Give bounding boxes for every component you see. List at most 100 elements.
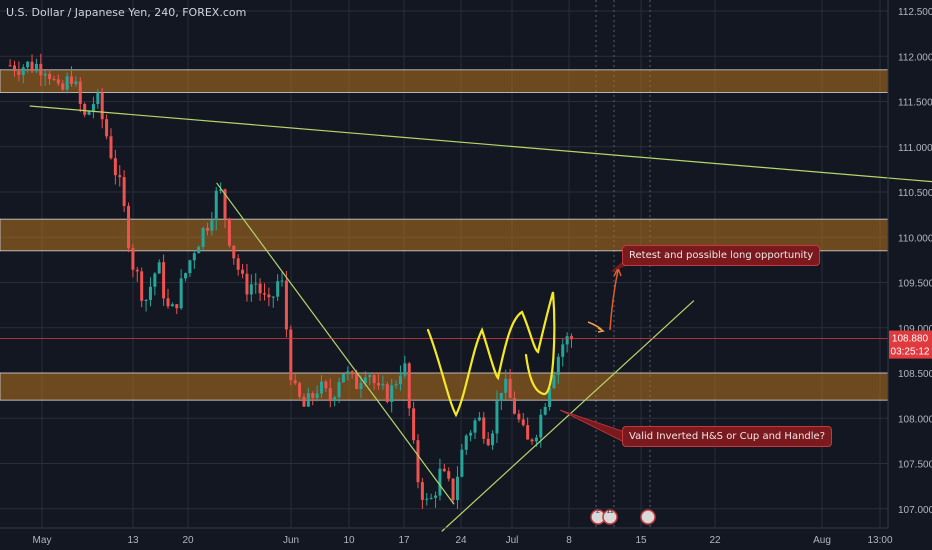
candlestick-series [8,53,574,509]
y-tick-label: 111.500 [898,98,932,109]
candle-body [227,218,231,246]
candle-body [455,476,459,501]
candle-body [407,363,411,409]
candle-body [355,374,359,389]
candle-body [276,281,280,297]
candle-body [508,378,512,399]
candle-body [21,67,25,75]
candle-body [328,388,332,402]
candle-body [398,375,402,385]
candle-body [100,92,104,120]
x-tick-label: 13:00 [867,535,892,546]
candle-body [486,438,490,446]
candle-body [122,177,126,207]
candle-body [56,79,60,84]
event-icon [640,509,656,525]
candle-body [499,392,503,401]
long-arrow [609,269,619,331]
candle-body [469,432,473,436]
candle-body [30,61,34,72]
candle-body [320,381,324,394]
x-tick-label: Aug [813,535,831,546]
candle-body [148,286,152,300]
y-tick-label: 111.000 [898,143,932,154]
candle-body [311,393,315,399]
candle-body [43,73,47,76]
y-tick-label: 108.000 [898,414,932,425]
candle-body [363,377,367,384]
candle-body [201,227,205,247]
candle-body [91,104,95,112]
candle-body [298,383,302,397]
candle-body [184,273,188,279]
candle-body [87,111,91,115]
candle-body [289,329,293,381]
candle-body [416,440,420,483]
candle-body [315,393,319,399]
event-icon [602,509,618,525]
candle-body [390,385,394,402]
candle-body [359,383,363,389]
x-tick-label: 13 [127,535,139,546]
candle-body [241,269,245,274]
candle-body [197,246,201,254]
candle-body [302,396,306,407]
candle-body [96,92,100,105]
candle-body [175,304,179,309]
price-badge [889,330,932,359]
candle-body [131,248,135,270]
y-tick-label: 107.000 [898,505,932,516]
candle-body [61,83,65,90]
candle-body [219,189,223,191]
price-zone [0,69,889,93]
price-badge-value: 108.880 [892,334,929,345]
candle-body [530,439,534,442]
candle-body [74,81,78,85]
candle-body [223,189,227,219]
candle-body [65,76,69,90]
candle-body [34,63,38,72]
chart-title: U.S. Dollar / Japanese Yen, 240, FOREX.c… [6,6,247,19]
candle-body [188,260,192,274]
candle-body [144,299,148,301]
candle-body [341,374,345,383]
candle-body [267,294,271,298]
callout-pattern-question[interactable]: Valid Inverted H&S or Cup and Handle? [622,426,833,447]
candle-body [48,73,52,79]
candle-body [70,76,74,85]
candle-body [521,419,525,426]
pattern-drawings [426,262,629,445]
candle-body [548,388,552,407]
candle-body [333,397,337,402]
candle-body [214,190,218,221]
candle-body [162,262,166,299]
x-tick-label: 15 [635,535,647,546]
candle-body [460,449,464,477]
candle-body [293,380,297,384]
candle-body [210,220,214,231]
candle-body [526,425,530,440]
candle-body [8,65,12,67]
candle-body [140,271,144,301]
x-tick-label: May [33,535,52,546]
candle-body [556,356,560,375]
candle-body [464,435,468,450]
candle-body [166,298,170,307]
callout-long-opportunity[interactable]: Retest and possible long opportunity [622,245,821,266]
candle-body [192,253,196,261]
candle-body [258,283,262,294]
candle-body [324,381,328,389]
candle-body [284,280,288,330]
event-count: 11 [606,508,613,515]
candle-body [429,497,433,499]
y-tick-label: 108.500 [898,369,932,380]
candle-body [236,258,240,270]
candle-body [570,336,574,340]
candle-body [337,382,341,398]
trendline [216,182,455,505]
y-tick-label: 112.500 [898,7,932,18]
candle-body [350,371,354,375]
x-tick-label: 8 [566,535,572,546]
candle-body [447,471,451,479]
